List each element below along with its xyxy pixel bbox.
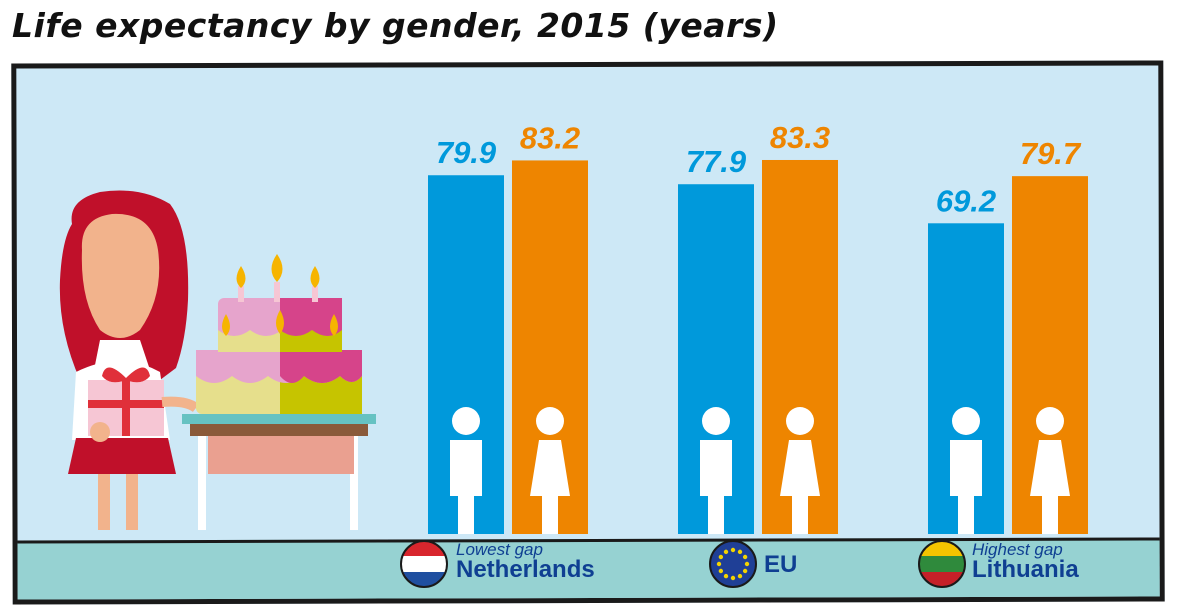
category-label-lithuania: Highest gap Lithuania xyxy=(972,541,1079,582)
gap-annotation: Lowest gap xyxy=(456,540,543,559)
cake-illustration xyxy=(182,254,376,530)
country-name: Lithuania xyxy=(972,556,1079,583)
chart-title: Life expectancy by gender, 2015 (years) xyxy=(12,6,779,45)
eu-flag-icon xyxy=(709,540,757,588)
country-name: Netherlands xyxy=(456,556,595,583)
category-label-eu: EU xyxy=(764,553,797,577)
female-icon xyxy=(530,407,570,534)
male-icon xyxy=(450,407,482,534)
female-icon xyxy=(780,407,820,534)
flags-layer xyxy=(400,540,966,588)
country-name: EU xyxy=(764,551,798,578)
value-label-lithuania-male: 69.2 xyxy=(936,183,996,218)
value-label-eu-female: 83.3 xyxy=(770,120,830,155)
lithuania-flag-icon xyxy=(918,540,966,588)
netherlands-flag-icon xyxy=(400,540,448,588)
value-label-eu-male: 77.9 xyxy=(686,144,747,179)
category-label-netherlands: Lowest gap Netherlands xyxy=(456,541,595,582)
value-label-netherlands-female: 83.2 xyxy=(520,120,580,155)
bars-layer: 79.9 83.2 77.9 83.3 69.2 79.7 xyxy=(428,120,1088,535)
girl-illustration xyxy=(59,190,200,530)
male-icon xyxy=(950,407,982,534)
value-label-lithuania-female: 79.7 xyxy=(1020,136,1082,171)
gap-annotation: Highest gap xyxy=(972,540,1063,559)
female-icon xyxy=(1030,407,1070,534)
male-icon xyxy=(700,407,732,534)
value-label-netherlands-male: 79.9 xyxy=(436,135,497,170)
